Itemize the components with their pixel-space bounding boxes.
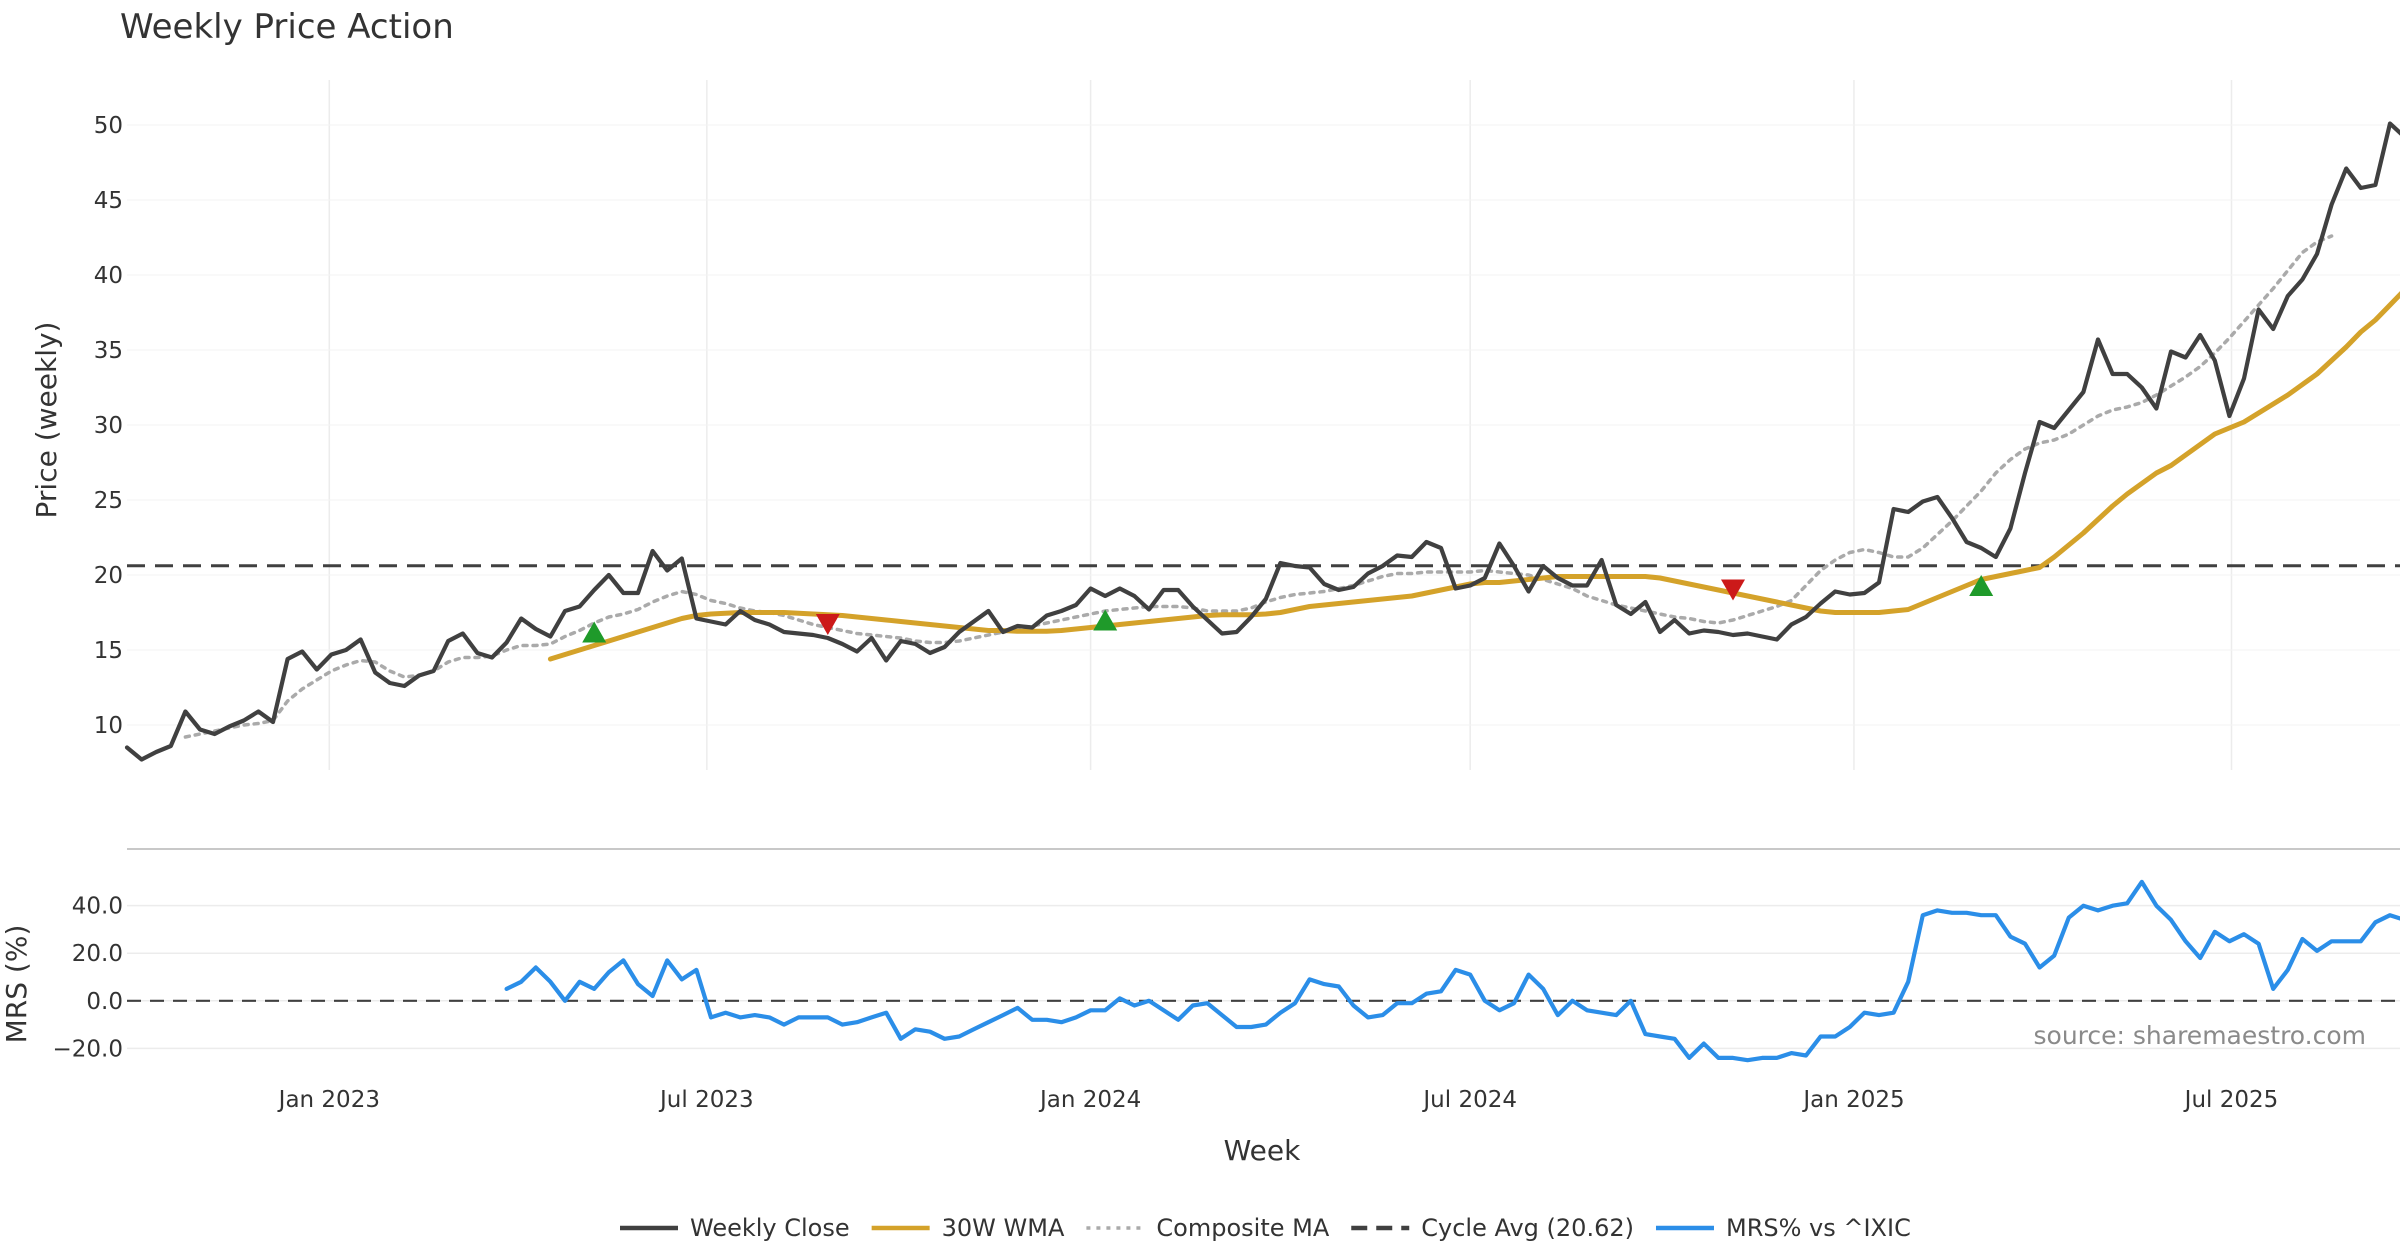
legend-label: Cycle Avg (20.62) (1421, 1214, 1634, 1242)
buy-signal-marker (1969, 575, 1994, 596)
legend-item: Cycle Avg (20.62) (1351, 1214, 1634, 1242)
sell-signal-marker (1721, 579, 1745, 601)
price-y-tick-label: 35 (94, 338, 123, 364)
x-tick-label: Jan 2025 (1801, 1087, 1904, 1113)
x-tick-label: Jul 2023 (658, 1087, 754, 1113)
legend-label: 30W WMA (942, 1214, 1065, 1242)
price-series-group (124, 121, 2400, 762)
sell-signal-marker (815, 614, 840, 635)
buy-signal-marker (582, 621, 607, 643)
mrs-y-tick-label: 40.0 (72, 894, 123, 920)
legend-label: Weekly Close (690, 1214, 850, 1242)
mrs-y-tick-label: −20.0 (53, 1036, 123, 1062)
chart-title: Weekly Price Action (120, 7, 454, 47)
price-y-axis-label: Price (weekly) (30, 322, 63, 519)
price-y-tick-label: 15 (94, 638, 123, 664)
buy-signal-marker (1093, 609, 1118, 631)
mrs-y-tick-labels: 40.0 20.0 0.0 −20.0 (53, 894, 123, 1063)
x-tick-label: Jan 2024 (1038, 1087, 1141, 1113)
x-tick-labels: Jan 2023 Jul 2023 Jan 2024 Jul 2024 Jan 2025… (277, 1087, 2279, 1113)
signal-markers (582, 575, 1994, 643)
series-line-weekly-close (124, 121, 2400, 762)
x-axis-label: Week (1224, 1134, 1301, 1167)
legend-item: Composite MA (1086, 1214, 1330, 1242)
price-y-tick-label: 30 (94, 413, 123, 439)
mrs-y-tick-label: 0.0 (86, 989, 123, 1015)
legend-item: MRS% vs ^IXIC (1655, 1214, 1911, 1242)
price-y-tick-label: 20 (94, 563, 123, 589)
source-note: source: sharemaestro.com (2034, 1021, 2367, 1050)
legend-item: 30W WMA (871, 1214, 1065, 1242)
mrs-y-axis-label: MRS (%) (0, 925, 33, 1044)
series-line-30w-wma (547, 291, 2400, 662)
price-y-tick-label: 25 (94, 488, 123, 514)
x-tick-label: Jan 2023 (277, 1087, 380, 1113)
x-tick-label: Jul 2024 (1421, 1087, 1517, 1113)
legend: Weekly Close 30W WMA Composite MA Cycle Avg… (620, 1214, 1911, 1242)
series-line-composite-ma (183, 234, 2334, 739)
series-line-mrs-vs-ixic (504, 879, 2400, 1063)
price-y-tick-label: 50 (94, 113, 123, 139)
price-y-tick-labels: 10 15 20 25 30 35 40 45 50 (94, 113, 123, 739)
price-y-tick-label: 10 (94, 713, 123, 739)
price-y-tick-label: 40 (94, 263, 123, 289)
legend-label: Composite MA (1156, 1214, 1329, 1242)
price-y-tick-label: 45 (94, 188, 123, 214)
legend-label: MRS% vs ^IXIC (1726, 1214, 1911, 1242)
legend-item: Weekly Close (620, 1214, 850, 1242)
mrs-series-group (504, 879, 2400, 1063)
x-tick-label: Jul 2025 (2183, 1087, 2279, 1113)
mrs-y-tick-label: 20.0 (72, 941, 123, 967)
